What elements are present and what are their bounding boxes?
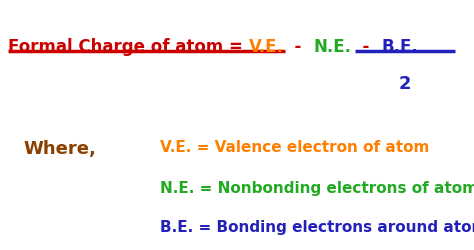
Text: B.E. = Bonding electrons around atom: B.E. = Bonding electrons around atom <box>160 219 474 234</box>
Text: Where,: Where, <box>24 140 96 157</box>
Text: Formal Charge of atom =: Formal Charge of atom = <box>8 38 249 56</box>
Text: 2: 2 <box>399 75 411 93</box>
Text: V.E. = Valence electron of atom: V.E. = Valence electron of atom <box>160 140 429 154</box>
Text: -: - <box>283 38 313 56</box>
Text: N.E.: N.E. <box>313 38 351 56</box>
Text: -: - <box>351 38 381 56</box>
Text: B.E.: B.E. <box>381 38 418 56</box>
Text: V.E.: V.E. <box>249 38 283 56</box>
Text: N.E. = Nonbonding electrons of atom: N.E. = Nonbonding electrons of atom <box>160 180 474 195</box>
